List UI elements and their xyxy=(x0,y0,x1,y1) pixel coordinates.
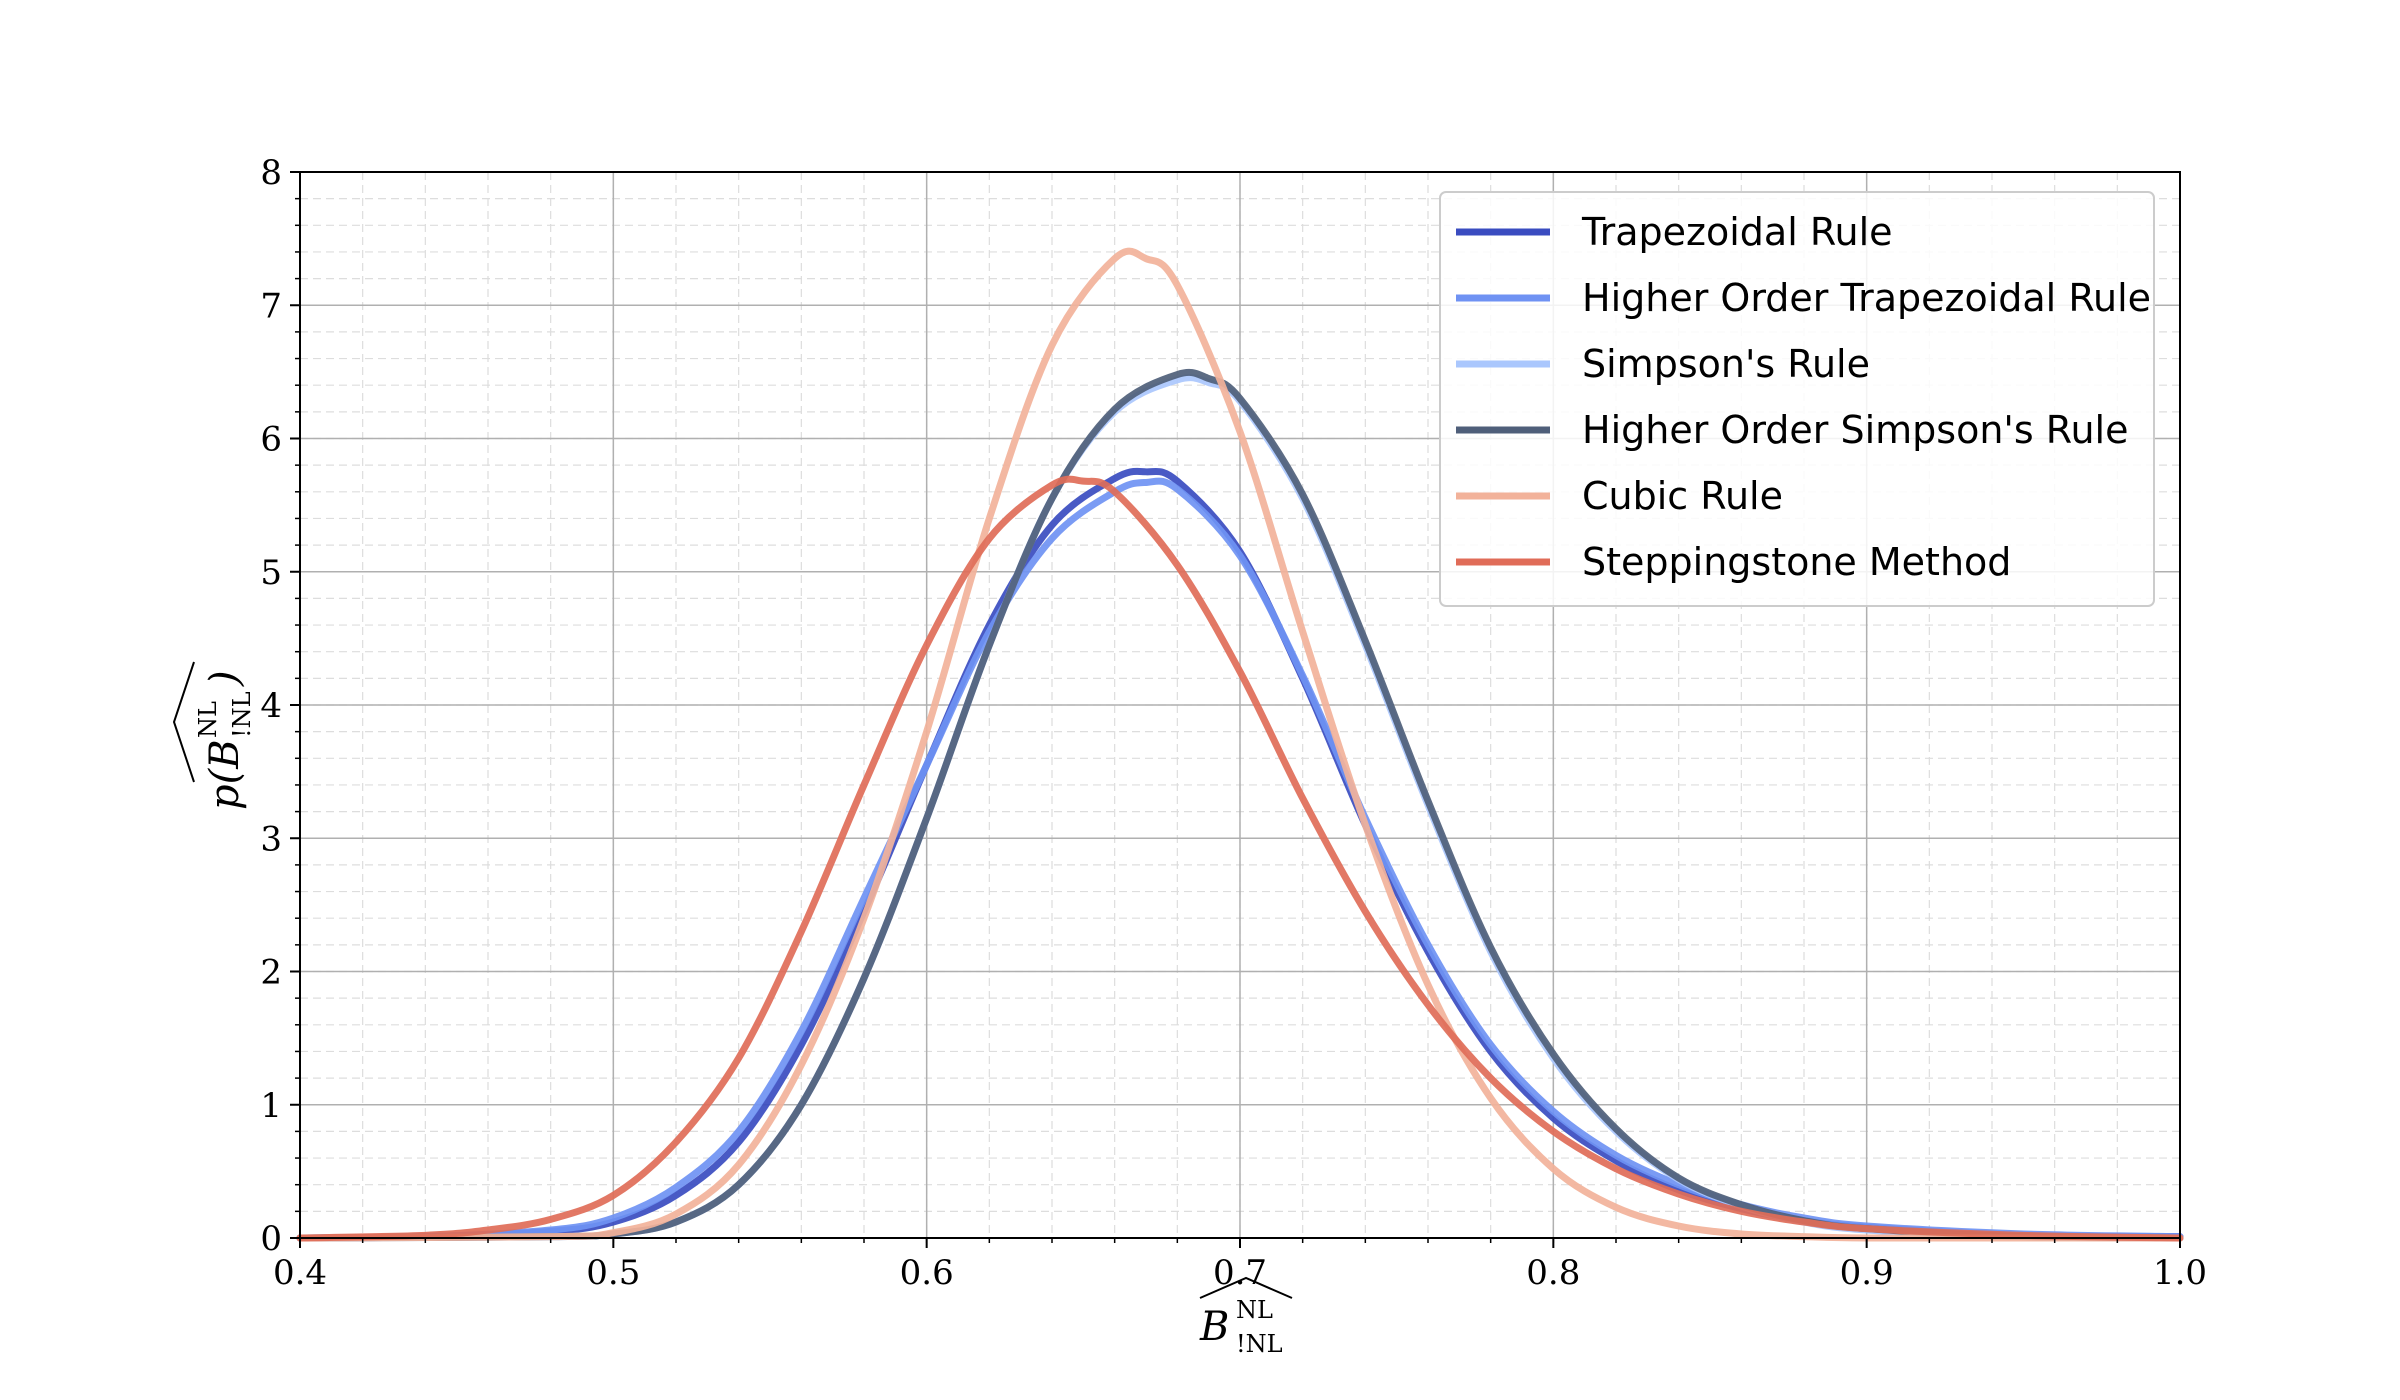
y-tick-label: 1 xyxy=(260,1086,282,1126)
y-tick-label: 3 xyxy=(260,819,282,859)
series-line-6 xyxy=(296,475,2184,1242)
y-tick-label: 2 xyxy=(260,953,282,993)
series-line-5 xyxy=(296,247,2184,1242)
x-axis-label-main: B xyxy=(1199,1304,1229,1350)
svg-text:NL: NL xyxy=(1236,1296,1273,1324)
legend: Trapezoidal Rule Higher Order Trapezoidal… xyxy=(1439,191,2155,607)
legend-box xyxy=(1439,191,2155,607)
x-axis-label-sup: NL xyxy=(1236,1296,1273,1324)
legend-label: Steppingstone Method xyxy=(1582,540,2011,584)
y-axis-label-suffix: ) xyxy=(202,670,248,687)
legend-label: Cubic Rule xyxy=(1582,474,1783,518)
y-axis-label-prefix: p( xyxy=(202,767,248,810)
x-axis-label: B NL !NL xyxy=(1199,1276,1293,1358)
y-axis-label-hat xyxy=(172,661,195,783)
legend-items: Trapezoidal Rule Higher Order Trapezoidal… xyxy=(1456,210,2151,584)
legend-label: Trapezoidal Rule xyxy=(1581,210,1893,254)
legend-label: Higher Order Simpson's Rule xyxy=(1582,408,2128,452)
y-tick-label: 0 xyxy=(260,1219,282,1259)
y-tick-label: 5 xyxy=(260,553,282,593)
x-tick-label: 0.8 xyxy=(1526,1253,1580,1293)
svg-text:p(B: p(B xyxy=(202,739,248,810)
y-axis-label-sup: NL xyxy=(194,701,222,738)
x-tick-label: 1.0 xyxy=(2153,1253,2207,1293)
x-axis-label-hat xyxy=(1199,1276,1293,1299)
series-layer xyxy=(296,247,2184,1242)
legend-label: Simpson's Rule xyxy=(1582,342,1870,386)
x-tick-label: 0.5 xyxy=(586,1253,640,1293)
y-tick-label: 4 xyxy=(260,686,282,726)
x-tick-label: 0.4 xyxy=(273,1253,327,1293)
x-tick-label: 0.9 xyxy=(1840,1253,1894,1293)
x-axis-ticks: 0.4 0.5 0.6 0.7 0.8 0.9 1.0 xyxy=(273,1238,2207,1293)
svg-text:!NL: !NL xyxy=(228,691,256,738)
y-tick-label: 6 xyxy=(260,420,282,460)
y-tick-label: 7 xyxy=(260,286,282,326)
y-axis-ticks: 0 1 2 3 4 5 6 7 8 xyxy=(260,153,300,1259)
svg-text:B: B xyxy=(1199,1304,1229,1350)
y-axis-label-sub: !NL xyxy=(228,691,256,738)
y-axis-label: p(B NL !NL ) xyxy=(172,661,256,810)
svg-text:NL: NL xyxy=(194,701,222,738)
x-tick-label: 0.6 xyxy=(900,1253,954,1293)
x-tick-label: 0.7 xyxy=(1213,1253,1267,1293)
legend-label: Higher Order Trapezoidal Rule xyxy=(1582,276,2151,320)
x-axis-label-sub: !NL xyxy=(1236,1330,1283,1358)
y-axis-label-main: B xyxy=(202,739,248,769)
svg-text:): ) xyxy=(202,670,248,687)
svg-text:!NL: !NL xyxy=(1236,1330,1283,1358)
y-tick-label: 8 xyxy=(260,153,282,193)
